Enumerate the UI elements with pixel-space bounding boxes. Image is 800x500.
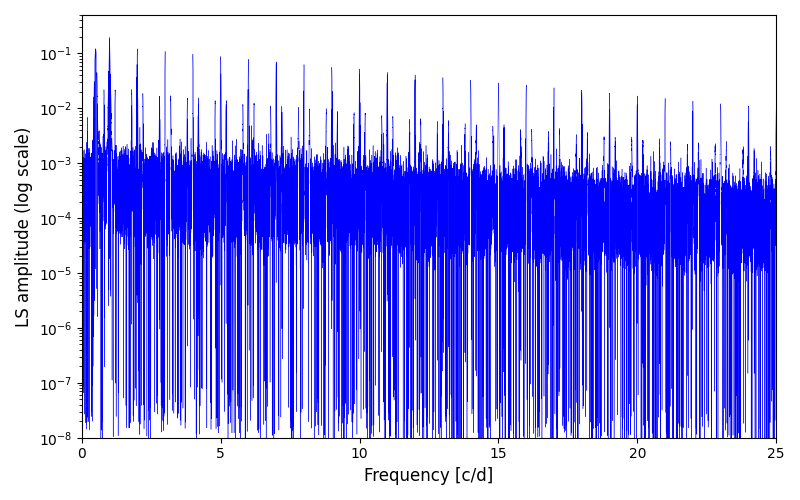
Y-axis label: LS amplitude (log scale): LS amplitude (log scale) xyxy=(15,126,33,326)
X-axis label: Frequency [c/d]: Frequency [c/d] xyxy=(364,467,494,485)
